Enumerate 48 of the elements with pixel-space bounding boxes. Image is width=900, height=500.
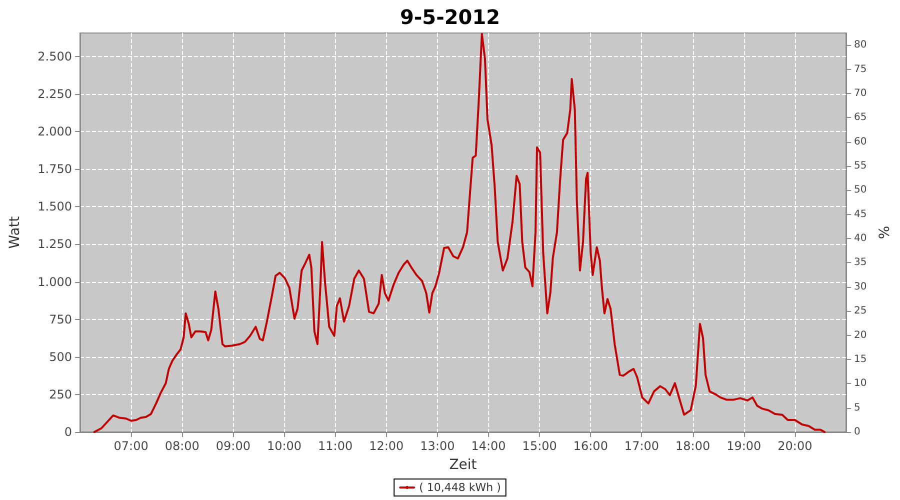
y2-axis-title: % [877, 226, 893, 240]
x-tick-label: 12:00 [369, 439, 404, 453]
y2-tick-label: 15 [854, 354, 867, 365]
y2-tick-label: 20 [854, 330, 867, 341]
y-tick-label: 2.000 [38, 124, 72, 139]
y-tick-label: 0 [64, 425, 72, 439]
y2-tick-label: 35 [854, 257, 867, 268]
x-tick-label: 07:00 [114, 439, 148, 453]
y2-tick-label: 5 [854, 402, 860, 414]
x-tick-label: 16:00 [573, 439, 608, 453]
y2-tick-label: 50 [854, 184, 867, 196]
y-tick-label: 1.000 [38, 274, 72, 289]
legend-label: ( 10,448 kWh ) [419, 481, 501, 494]
y-tick-label: 250 [49, 387, 72, 402]
x-tick-label: 13:00 [420, 439, 455, 453]
x-tick-label: 14:00 [471, 439, 506, 453]
x-tick-label: 18:00 [676, 439, 710, 453]
y-tick-label: 1.500 [38, 200, 72, 214]
y-tick-label: 2.500 [38, 49, 72, 64]
chart-title: 9-5-2012 [400, 5, 500, 29]
x-tick-label: 17:00 [624, 439, 660, 453]
y-tick-label: 1.250 [38, 237, 72, 252]
y-tick-label: 2.250 [38, 86, 72, 101]
y2-tick-label: 0 [854, 426, 860, 438]
y2-tick-label: 45 [854, 208, 867, 220]
y2-tick-label: 30 [854, 281, 867, 292]
y2-tick-label: 55 [854, 160, 867, 172]
x-tick-label: 19:00 [726, 439, 762, 453]
y2-tick-label: 75 [854, 64, 867, 75]
x-tick-label: 20:00 [778, 439, 812, 453]
x-axis-title: Zeit [449, 457, 478, 473]
x-tick-label: 15:00 [522, 439, 557, 453]
y2-tick-label: 70 [854, 88, 867, 99]
x-tick-label: 11:00 [318, 439, 353, 453]
y-tick-label: 1.750 [38, 162, 72, 176]
y2-tick-label: 65 [854, 112, 867, 124]
y2-tick-label: 80 [854, 40, 867, 51]
y-tick-label: 750 [49, 312, 72, 326]
line-series [93, 32, 826, 433]
y2-tick-label: 25 [854, 306, 867, 317]
x-tick-label: 09:00 [216, 439, 250, 453]
x-tick-label: 08:00 [164, 439, 200, 453]
x-tick-label: 10:00 [266, 439, 302, 453]
y2-tick-label: 40 [854, 233, 867, 244]
y2-tick-label: 10 [854, 378, 867, 390]
y-axis-title: Watt [7, 216, 23, 249]
y2-tick-label: 60 [854, 136, 867, 148]
y-tick-label: 500 [49, 350, 72, 364]
